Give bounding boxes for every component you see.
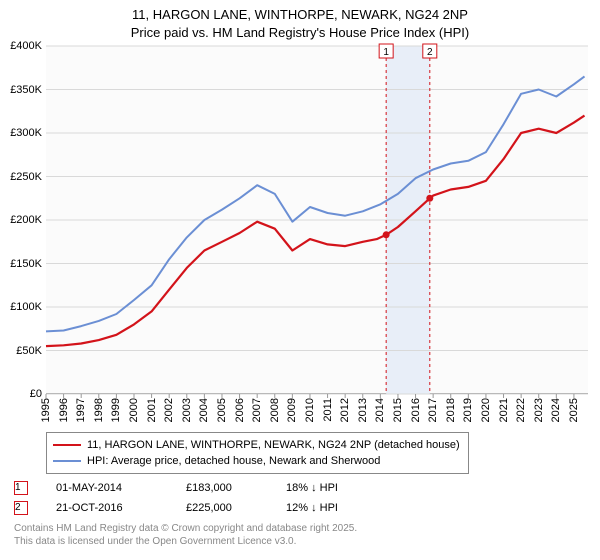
chart-svg: 12 — [46, 46, 588, 394]
x-tick-label: 2012 — [339, 398, 351, 422]
chart-container: 11, HARGON LANE, WINTHORPE, NEWARK, NG24… — [0, 0, 600, 560]
x-tick-label: 2002 — [163, 398, 175, 422]
footer-line: Contains HM Land Registry data © Crown c… — [14, 522, 357, 535]
x-tick-label: 2005 — [216, 398, 228, 422]
x-tick-label: 2001 — [146, 398, 158, 422]
x-tick-label: 2000 — [128, 398, 140, 422]
legend-label: 11, HARGON LANE, WINTHORPE, NEWARK, NG24… — [87, 439, 460, 451]
x-tick-label: 2010 — [304, 398, 316, 422]
svg-text:1: 1 — [383, 47, 389, 58]
sale-hpi-diff: 18% ↓ HPI — [286, 482, 406, 494]
footer-line: This data is licensed under the Open Gov… — [14, 535, 357, 548]
y-tick-label: £250K — [10, 171, 42, 183]
title-subtitle: Price paid vs. HM Land Registry's House … — [0, 24, 600, 42]
legend-swatch — [53, 444, 81, 447]
x-tick-label: 1996 — [58, 398, 70, 422]
x-tick-label: 2019 — [462, 398, 474, 422]
y-axis: £0£50K£100K£150K£200K£250K£300K£350K£400… — [0, 46, 44, 394]
y-tick-label: £350K — [10, 84, 42, 96]
y-tick-label: £200K — [10, 214, 42, 226]
x-tick-label: 2017 — [427, 398, 439, 422]
legend-label: HPI: Average price, detached house, Newa… — [87, 455, 380, 467]
y-tick-label: £150K — [10, 258, 42, 270]
table-row: 2 21-OCT-2016 £225,000 12% ↓ HPI — [14, 498, 406, 518]
sale-date: 21-OCT-2016 — [56, 502, 186, 514]
x-tick-label: 2025 — [568, 398, 580, 422]
y-tick-label: £300K — [10, 127, 42, 139]
x-tick-label: 2006 — [234, 398, 246, 422]
svg-text:2: 2 — [427, 47, 433, 58]
sales-table: 1 01-MAY-2014 £183,000 18% ↓ HPI 2 21-OC… — [14, 478, 406, 518]
sale-price: £225,000 — [186, 502, 286, 514]
x-tick-label: 2008 — [269, 398, 281, 422]
x-tick-label: 2018 — [445, 398, 457, 422]
x-tick-label: 2014 — [374, 398, 386, 422]
y-tick-label: £100K — [10, 301, 42, 313]
sale-date: 01-MAY-2014 — [56, 482, 186, 494]
legend-item-property: 11, HARGON LANE, WINTHORPE, NEWARK, NG24… — [53, 437, 460, 453]
footer-attribution: Contains HM Land Registry data © Crown c… — [14, 522, 357, 548]
x-tick-label: 2021 — [498, 398, 510, 422]
x-tick-label: 2023 — [533, 398, 545, 422]
x-tick-label: 2024 — [550, 398, 562, 422]
x-tick-label: 2007 — [251, 398, 263, 422]
x-tick-label: 2009 — [286, 398, 298, 422]
x-axis: 1995199619971998199920002001200220032004… — [46, 396, 588, 436]
sale-price: £183,000 — [186, 482, 286, 494]
sale-marker-icon: 2 — [14, 501, 28, 515]
x-tick-label: 2004 — [198, 398, 210, 422]
x-tick-label: 1999 — [110, 398, 122, 422]
x-tick-label: 1997 — [75, 398, 87, 422]
x-tick-label: 2020 — [480, 398, 492, 422]
y-tick-label: £400K — [10, 40, 42, 52]
title-address: 11, HARGON LANE, WINTHORPE, NEWARK, NG24… — [0, 6, 600, 24]
chart-area: 12 — [46, 46, 588, 394]
sale-hpi-diff: 12% ↓ HPI — [286, 502, 406, 514]
title-block: 11, HARGON LANE, WINTHORPE, NEWARK, NG24… — [0, 0, 600, 41]
legend: 11, HARGON LANE, WINTHORPE, NEWARK, NG24… — [46, 432, 469, 474]
legend-item-hpi: HPI: Average price, detached house, Newa… — [53, 453, 460, 469]
x-tick-label: 2013 — [357, 398, 369, 422]
y-tick-label: £50K — [16, 345, 42, 357]
legend-swatch — [53, 460, 81, 463]
x-tick-label: 2015 — [392, 398, 404, 422]
x-tick-label: 2003 — [181, 398, 193, 422]
table-row: 1 01-MAY-2014 £183,000 18% ↓ HPI — [14, 478, 406, 498]
x-tick-label: 2022 — [515, 398, 527, 422]
x-tick-label: 1995 — [40, 398, 52, 422]
sale-marker-icon: 1 — [14, 481, 28, 495]
x-tick-label: 1998 — [93, 398, 105, 422]
x-tick-label: 2011 — [322, 398, 334, 422]
x-tick-label: 2016 — [410, 398, 422, 422]
